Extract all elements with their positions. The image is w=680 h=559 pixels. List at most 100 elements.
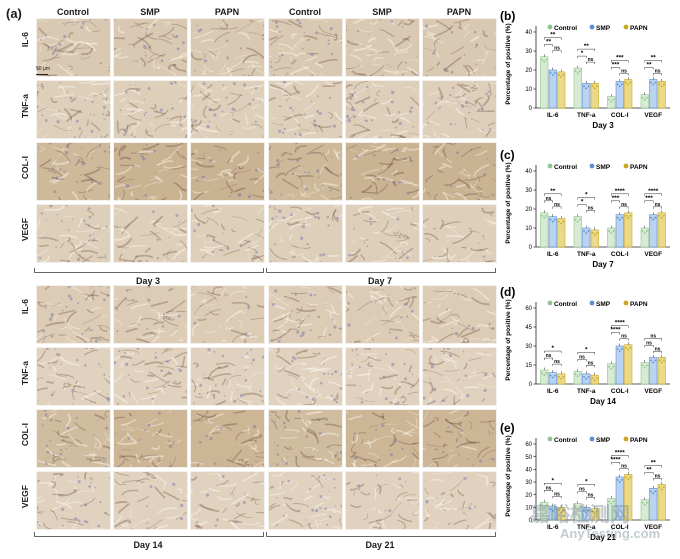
micrograph-tile: [113, 142, 188, 201]
y-tick-label: 40: [525, 468, 532, 474]
significance-bracket: [544, 37, 562, 40]
sample-point: [621, 348, 623, 350]
significance-bracket: [611, 462, 620, 465]
significance-label: **: [550, 188, 556, 195]
sample-point: [658, 486, 661, 489]
significance-bracket: [611, 325, 629, 328]
legend-marker-control: [547, 24, 553, 30]
bar-papn-il-6: [557, 507, 566, 521]
sample-point: [551, 376, 554, 379]
sample-point: [579, 373, 581, 376]
significance-bracket: [611, 60, 629, 63]
sample-point: [625, 214, 627, 217]
sample-point: [596, 232, 598, 234]
x-tick-label-il-6: IL-6: [547, 524, 559, 531]
significance-bracket: [619, 206, 629, 209]
micrograph-tile: [422, 142, 497, 201]
sample-point: [612, 500, 615, 503]
bar-control-vegf: [640, 94, 649, 109]
sample-point: [585, 511, 588, 514]
significance-label: **: [550, 32, 556, 39]
significance-bracket: [544, 44, 553, 47]
x-tick-label-tnf-a: TNF-a: [577, 388, 596, 395]
significance-label: ns: [554, 491, 560, 497]
significance-bracket: [552, 50, 562, 53]
panel-label: (c): [500, 148, 515, 162]
sample-point: [583, 85, 585, 88]
significance-bracket: [644, 60, 662, 63]
micrograph-tile: [422, 347, 497, 406]
panel-label: (e): [500, 421, 515, 435]
group-label-day-21: Day 21: [365, 540, 395, 550]
significance-label: ns: [579, 354, 585, 360]
y-tick-label: 40: [525, 169, 532, 175]
significance-bracket: [644, 338, 662, 341]
significance-label: ns: [621, 334, 627, 340]
micrograph-tile: [113, 471, 188, 530]
significance-label: ns: [655, 346, 661, 352]
significance-label: *: [551, 477, 554, 484]
legend-marker-smp: [589, 163, 595, 169]
significance-label: **: [546, 39, 552, 46]
significance-bracket: [611, 332, 620, 335]
legend-marker-control: [547, 300, 553, 306]
significance-label: ns: [546, 353, 552, 359]
bracket-day-3: [34, 268, 264, 273]
sample-point: [660, 216, 663, 219]
y-tick-label: 30: [525, 480, 532, 486]
micrograph-tile: [36, 471, 111, 530]
sample-point: [621, 479, 623, 481]
sample-point: [543, 374, 546, 376]
x-tick-label-col-i: COL-I: [611, 388, 629, 395]
sample-point: [558, 74, 560, 76]
sample-point: [545, 372, 548, 374]
y-tick-label: 10: [525, 87, 532, 93]
sample-point: [587, 85, 590, 88]
significance-bracket: [644, 345, 654, 348]
sample-point: [621, 83, 623, 86]
sample-point: [627, 348, 630, 351]
micrograph-tile: [268, 347, 343, 406]
micrograph-tile: [422, 285, 497, 344]
y-axis-label: Percentage of positive (%): [505, 435, 512, 516]
micrograph-tile: [268, 18, 343, 77]
significance-label: ns: [655, 474, 661, 480]
micrograph-tile: [36, 285, 111, 344]
micrograph-tile: [422, 409, 497, 468]
y-tick-label: 20: [525, 493, 532, 499]
x-axis-label: Day 14: [590, 397, 616, 406]
sample-point: [646, 96, 648, 99]
row-label-tnf-a: TNF-a: [20, 94, 30, 119]
y-axis-label: Percentage of positive (%): [505, 299, 512, 380]
sample-point: [560, 511, 563, 514]
significance-bracket: [619, 338, 629, 341]
significance-bracket: [644, 200, 654, 203]
sample-point: [543, 60, 546, 63]
micrograph-tile: [268, 409, 343, 468]
sample-point: [587, 375, 590, 378]
x-tick-label-vegf: VEGF: [644, 251, 662, 258]
chart-svg: (e) Control SMP PAPN 0 10 20 30 40 50 60 Percentage…: [500, 421, 670, 542]
legend-label-papn: PAPN: [630, 164, 648, 171]
sample-point: [654, 81, 657, 84]
significance-label: ****: [610, 456, 621, 463]
micrograph-tile: [190, 471, 265, 530]
sample-point: [579, 70, 581, 72]
significance-label: ns: [621, 69, 627, 75]
micrograph-tile: [268, 80, 343, 139]
group-label-day-3: Day 3: [135, 276, 161, 286]
significance-bracket: [611, 67, 620, 70]
sample-point: [652, 218, 655, 221]
y-axis-label: Percentage of positive (%): [505, 23, 512, 104]
micrograph-tile: [36, 142, 111, 201]
sample-point: [579, 505, 581, 508]
sample-point: [652, 492, 655, 495]
micrograph-tile: [422, 80, 497, 139]
sample-point: [585, 377, 588, 380]
sample-point: [610, 232, 613, 234]
bracket-day-21: [266, 532, 496, 537]
sample-point: [610, 367, 613, 370]
sample-point: [596, 85, 598, 88]
sample-point: [608, 500, 610, 503]
legend-label-smp: SMP: [596, 164, 611, 171]
